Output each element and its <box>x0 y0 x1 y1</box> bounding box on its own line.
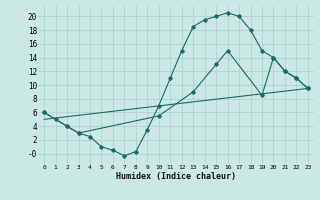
X-axis label: Humidex (Indice chaleur): Humidex (Indice chaleur) <box>116 172 236 181</box>
